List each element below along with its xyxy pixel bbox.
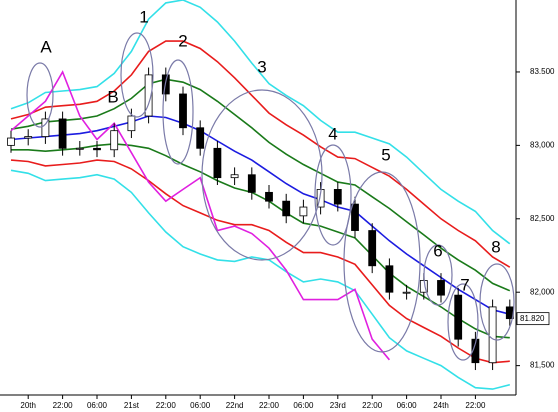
y-tick-label: 82,000 [530, 287, 555, 296]
candle-body [471, 338, 480, 364]
candle-body [385, 265, 394, 293]
y-tick-label: 83,000 [530, 140, 555, 149]
candle-body [316, 189, 325, 208]
x-tick-label: 22:00 [156, 401, 177, 410]
x-tick-label: 22:00 [259, 401, 280, 410]
candle-body [488, 306, 497, 364]
band-line [10, 159, 510, 364]
candle-body [144, 74, 153, 117]
bands [10, 0, 511, 390]
ellipse [343, 171, 421, 353]
candle-body [7, 137, 15, 146]
band-line [10, 40, 511, 268]
ellipse [447, 283, 479, 361]
annotation-label: 7 [460, 275, 469, 294]
candle-body [333, 189, 342, 205]
ellipse [201, 89, 323, 261]
annotation-label: B [107, 87, 118, 106]
x-tick-label: 24th [433, 401, 449, 410]
candle-body [179, 93, 187, 129]
candle-body [230, 174, 239, 179]
axes: 81,500 82,000 82,500 83,000 83.500 20th 22:00 0… [20, 67, 555, 410]
candle-body [58, 118, 67, 149]
candle-body [368, 230, 377, 267]
candle-body [127, 115, 136, 132]
x-tick-label: 06:00 [397, 401, 418, 410]
ellipse [479, 263, 515, 341]
ellipse [423, 244, 453, 306]
x-tick-label: 22:00 [465, 401, 486, 410]
annotation-label: 4 [328, 124, 337, 143]
x-tick-label: 22:00 [362, 401, 383, 410]
x-tick-label: 06:00 [293, 401, 314, 410]
candle-body [282, 200, 291, 217]
candle-body [110, 130, 119, 151]
y-tick-label: 83.500 [530, 67, 555, 76]
candle-body [75, 147, 84, 150]
annotation-label: 8 [491, 237, 500, 256]
band-line [11, 143, 510, 339]
candle-body [24, 136, 33, 139]
ellipse [26, 62, 54, 128]
last-price-label: 81.820 [520, 314, 545, 323]
x-tick-label: 21st [124, 401, 140, 410]
highlight-ellipses [26, 32, 515, 361]
candle-body [299, 206, 308, 217]
x-tick-label: 23rd [330, 401, 346, 410]
candle-body [454, 294, 463, 340]
candle-body [402, 291, 411, 294]
annotation-label: 6 [433, 241, 442, 260]
y-tick-label: 81,500 [530, 361, 555, 370]
band-line [10, 0, 511, 245]
x-tick-label: 22:00 [53, 401, 74, 410]
ellipse [120, 32, 154, 118]
annotation-label: A [40, 37, 52, 56]
x-tick-label: 06:00 [190, 401, 211, 410]
last-price-box [516, 312, 550, 326]
candle-body [93, 147, 101, 151]
candle-body [213, 147, 222, 179]
candle-body [247, 174, 256, 193]
annotation-label: 2 [178, 31, 187, 50]
x-tick-label: 20th [20, 401, 36, 410]
x-tick-label: 06:00 [87, 401, 108, 410]
ellipse [314, 144, 352, 246]
candle-body [265, 191, 273, 202]
annotation-label: 3 [257, 57, 266, 76]
candles [7, 67, 514, 371]
annotations: A B 1 2 3 4 5 67 8 [40, 7, 500, 294]
annotation-label: 1 [139, 7, 148, 26]
candle-body [351, 203, 359, 231]
annotation-label: 5 [381, 145, 390, 164]
candle-body [437, 280, 445, 296]
y-tick-label: 82,500 [530, 214, 555, 223]
band-line [10, 70, 391, 361]
candle-body [196, 127, 205, 149]
ellipse [162, 59, 194, 165]
candle-body [41, 118, 50, 137]
x-tick-label: 22nd [226, 401, 244, 410]
band-line [10, 169, 510, 390]
band-line [10, 78, 511, 292]
band-line [10, 115, 510, 315]
